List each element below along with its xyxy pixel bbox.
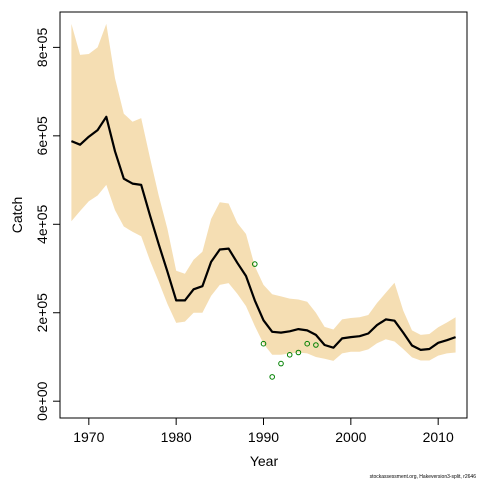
x-tick-label: 2000 (335, 429, 366, 445)
x-tick-label: 2010 (423, 429, 454, 445)
observation-point (304, 340, 311, 347)
y-tick-label: 4e+05 (34, 204, 50, 244)
y-tick-label: 0e+00 (34, 381, 50, 421)
x-tick-label: 1980 (161, 429, 192, 445)
observation-points (252, 261, 319, 380)
observation-point (295, 349, 302, 356)
observation-point (286, 352, 293, 358)
x-tick-label: 1970 (73, 429, 104, 445)
x-axis: 1970 1980 1990 2000 2010 (73, 418, 454, 445)
observation-point (278, 360, 284, 367)
x-axis-title: Year (250, 453, 279, 469)
y-tick-label: 6e+05 (34, 116, 50, 156)
confidence-band (71, 23, 456, 361)
observation-point (269, 374, 276, 380)
y-tick-label: 2e+05 (34, 293, 50, 333)
y-axis-title: Catch (9, 197, 25, 234)
plot-content (70, 23, 456, 380)
observation-point (252, 261, 258, 267)
footnote: stockassessment.org, Hakeversion3-split,… (370, 474, 477, 480)
observation-point (260, 340, 267, 347)
y-axis: 0e+00 2e+05 4e+05 6e+05 8e+05 (34, 28, 60, 421)
observation-point (313, 342, 319, 348)
x-tick-label: 1990 (248, 429, 279, 445)
catch-line (70, 115, 456, 351)
y-tick-label: 8e+05 (34, 28, 50, 68)
